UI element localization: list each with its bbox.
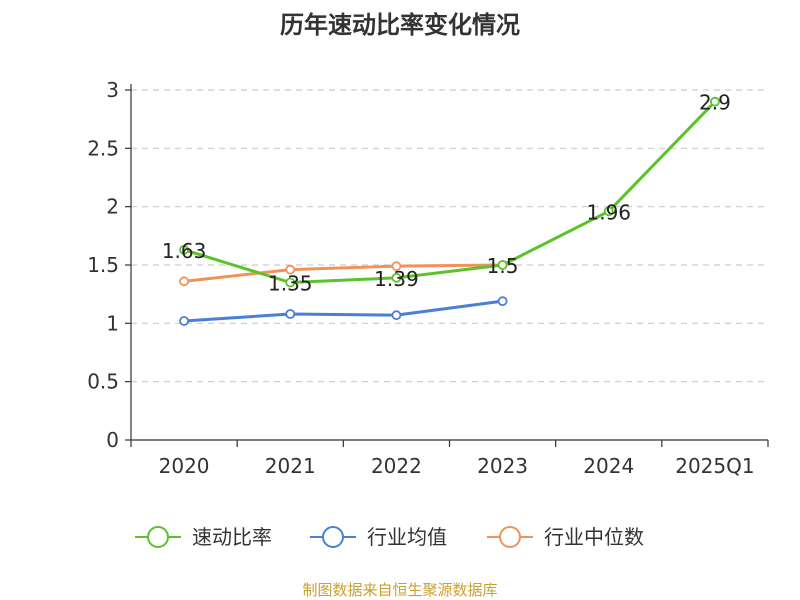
data-point xyxy=(497,296,508,307)
y-tick-label: 2 xyxy=(106,195,119,219)
data-labels: 1.63 1.35 1.39 1.5 1.96 2.9 xyxy=(162,91,731,296)
source-note: 制图数据来自恒生聚源数据库 xyxy=(302,581,497,599)
series-1 xyxy=(179,296,508,326)
data-label: 1.39 xyxy=(374,267,419,291)
data-label: 1.5 xyxy=(487,254,519,278)
data-point xyxy=(391,261,402,272)
x-tick-label: 2022 xyxy=(371,454,422,478)
x-tick-label: 2020 xyxy=(159,454,210,478)
data-label: 2.9 xyxy=(699,91,731,115)
y-tick-label: 0 xyxy=(106,428,119,452)
y-tick-label: 1.5 xyxy=(87,253,119,277)
legend-label: 行业均值 xyxy=(367,525,447,549)
data-point xyxy=(710,96,720,107)
data-point xyxy=(179,316,189,326)
series-line xyxy=(183,299,503,323)
data-point xyxy=(391,272,402,283)
legend-label: 行业中位数 xyxy=(544,525,644,549)
x-tick-label: 2024 xyxy=(583,454,634,478)
data-point xyxy=(285,264,296,275)
series-lines xyxy=(179,96,720,326)
legend-marker xyxy=(322,526,344,548)
data-point xyxy=(179,276,189,287)
y-tick-label: 2.5 xyxy=(87,136,119,160)
legend-item[interactable]: 行业均值 xyxy=(310,525,447,549)
data-label: 1.63 xyxy=(162,239,207,263)
data-point xyxy=(391,310,402,321)
grid-lines xyxy=(131,89,768,383)
data-point xyxy=(497,260,508,270)
legend-item[interactable]: 速动比率 xyxy=(135,525,272,549)
data-label: 1.35 xyxy=(268,272,313,296)
data-point xyxy=(285,277,296,288)
chart-title: 历年速动比率变化情况 xyxy=(280,11,520,39)
legend-item[interactable]: 行业中位数 xyxy=(487,525,644,549)
x-tick-label: 2025Q1 xyxy=(675,454,754,478)
series-line xyxy=(183,100,716,284)
data-point xyxy=(603,206,614,217)
legend-marker xyxy=(147,526,169,548)
y-tick-label: 3 xyxy=(106,78,119,102)
y-tick-label: 1 xyxy=(106,311,119,335)
y-tick-label: 0.5 xyxy=(87,370,119,394)
data-label: 1.96 xyxy=(586,200,631,224)
x-tick-label: 2021 xyxy=(265,454,316,478)
x-tick-label: 2023 xyxy=(477,454,528,478)
axes: 0 0.5 1 1.5 2 2.5 3 2020 2021 2022 2023 2024 2025Q1 xyxy=(87,78,769,478)
series-line xyxy=(183,263,503,283)
series-0 xyxy=(179,96,720,288)
data-point xyxy=(179,244,189,255)
legend-label: 速动比率 xyxy=(192,525,272,549)
legend-marker xyxy=(499,526,521,548)
legend[interactable]: 速动比率 行业均值 行业中位数 xyxy=(135,525,644,549)
data-point xyxy=(285,309,296,319)
